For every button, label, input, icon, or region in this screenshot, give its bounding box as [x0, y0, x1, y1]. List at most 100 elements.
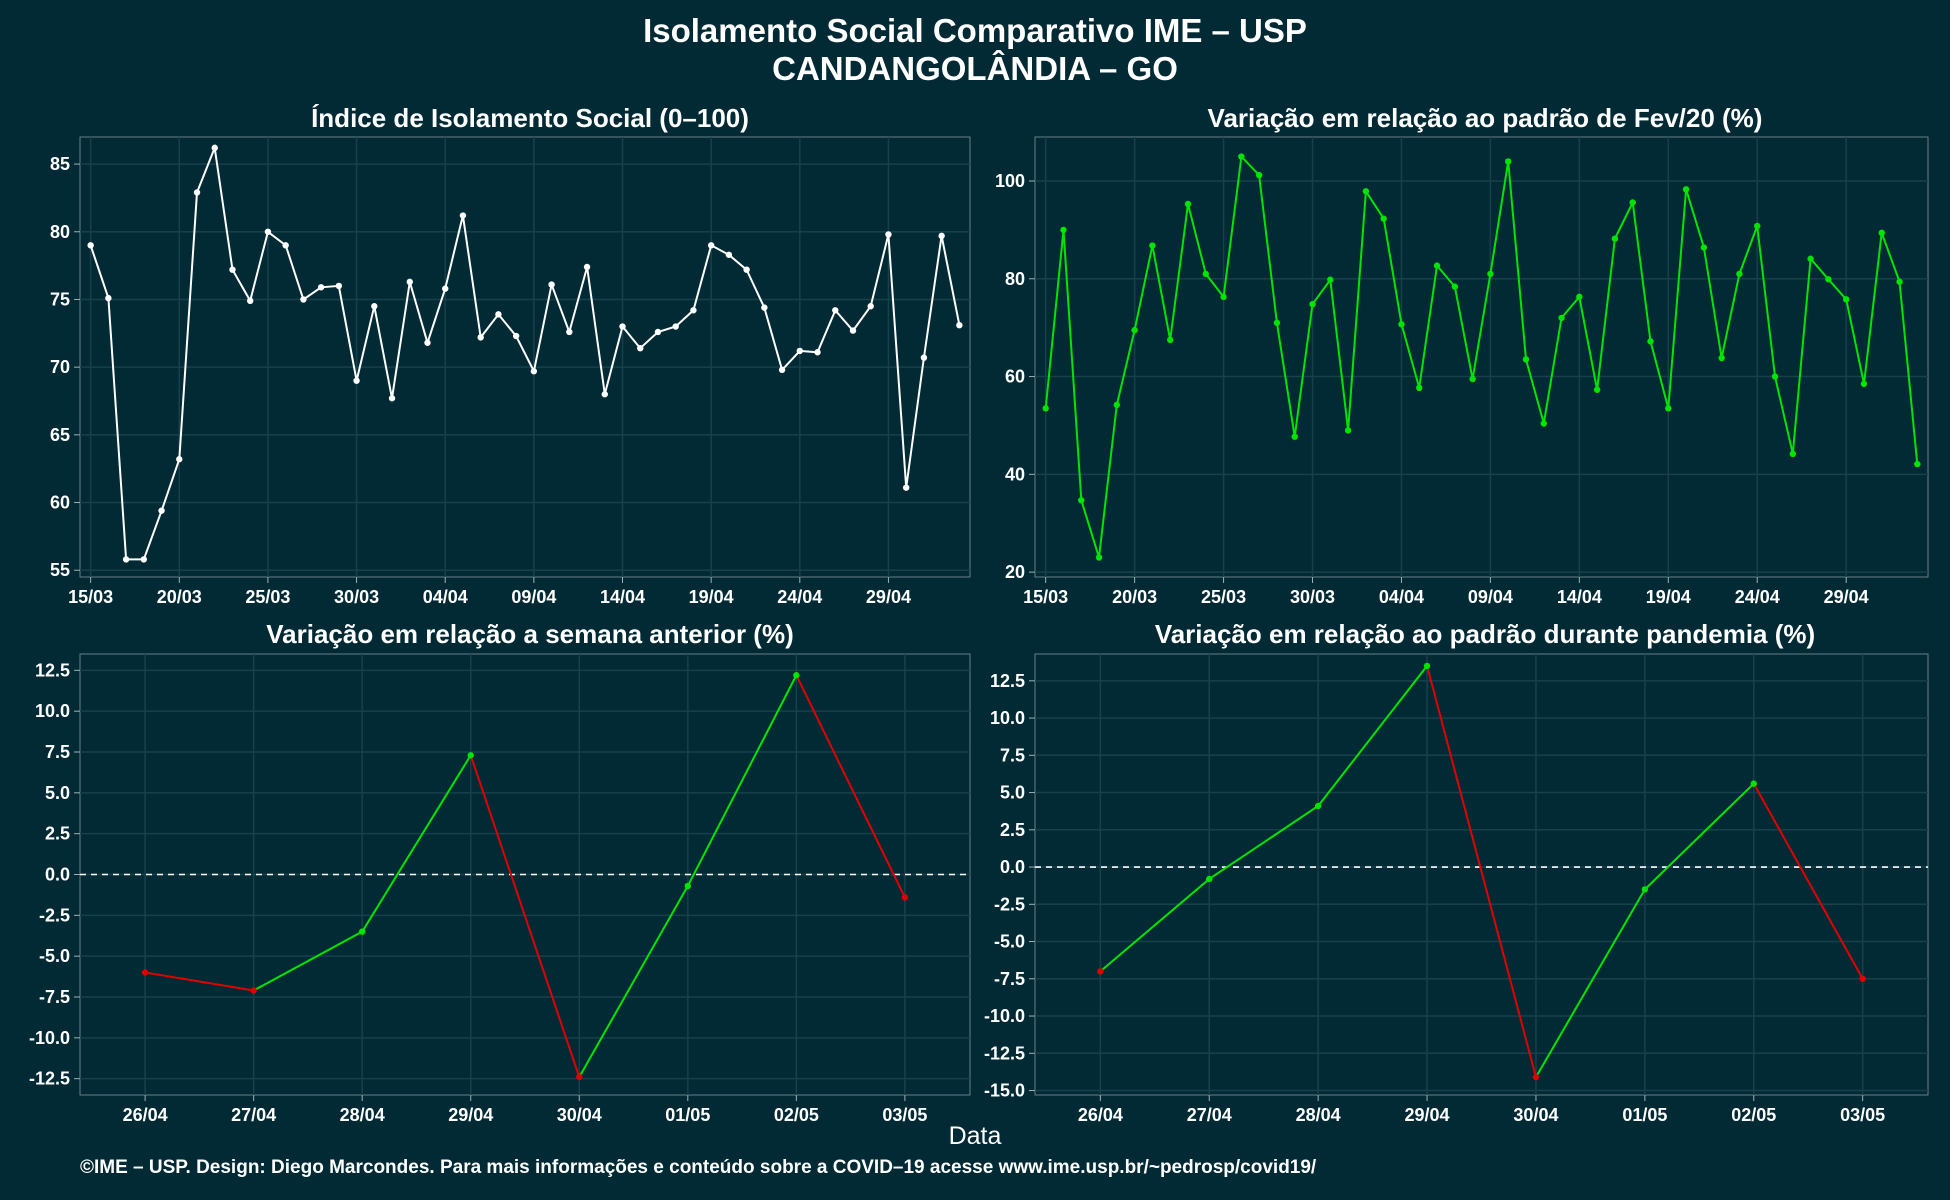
- data-point: [1423, 662, 1431, 670]
- y-tick-label: -5.0: [39, 946, 70, 966]
- data-point: [778, 366, 786, 374]
- data-point: [1273, 319, 1281, 326]
- x-tick-label: 29/04: [866, 587, 911, 607]
- data-point: [1576, 293, 1583, 301]
- x-tick-label: 01/05: [1622, 1105, 1667, 1125]
- data-point: [1736, 270, 1743, 278]
- series-segment: [578, 885, 689, 1078]
- data-point: [229, 266, 236, 273]
- plot-frame: [79, 136, 971, 578]
- data-point: [920, 354, 928, 361]
- data-point: [1593, 386, 1601, 393]
- y-tick-label: 7.5: [1000, 745, 1025, 765]
- y-tick-label: 5.0: [1000, 783, 1025, 803]
- data-point: [1825, 276, 1832, 283]
- data-point: [1398, 321, 1405, 328]
- data-point: [1532, 1073, 1540, 1081]
- main-title: Isolamento Social Comparativo IME – USP …: [0, 12, 1950, 88]
- y-tick-label: -15.0: [984, 1081, 1025, 1101]
- y-tick-label: 80: [1005, 269, 1025, 289]
- data-point: [495, 311, 502, 318]
- x-tick-label: 15/03: [1023, 587, 1068, 607]
- chart-2: 26/04 27/04 28/04 29/04 30/04 01/05 02/05 03/05…: [29, 653, 971, 1125]
- y-tick-label: 40: [1005, 464, 1025, 484]
- y-tick-label: -12.5: [29, 1069, 70, 1089]
- x-tick-label: 04/04: [423, 587, 468, 607]
- footer-credits: ©IME – USP. Design: Diego Marcondes. Par…: [80, 1157, 1317, 1178]
- data-point: [477, 334, 484, 341]
- data-point: [902, 484, 910, 491]
- data-point: [1700, 244, 1708, 251]
- data-point: [512, 332, 520, 340]
- x-tick-label: 30/04: [1513, 1105, 1558, 1125]
- main-title-line2: CANDANGOLÂNDIA – GO: [772, 50, 1178, 87]
- data-point: [141, 969, 149, 976]
- data-point: [849, 327, 857, 334]
- data-point: [1842, 296, 1850, 303]
- data-point: [122, 556, 130, 563]
- x-axis-label: Data: [948, 1122, 1002, 1150]
- x-tick-label: 27/04: [1187, 1105, 1232, 1125]
- series-segment: [686, 674, 798, 887]
- data-point: [601, 391, 608, 398]
- data-point: [1202, 270, 1209, 278]
- data-point: [371, 303, 378, 310]
- y-tick-label: 7.5: [45, 742, 70, 762]
- data-point: [796, 347, 804, 355]
- y-tick-label: 60: [1005, 367, 1025, 387]
- y-tick-label: 20: [1005, 562, 1025, 582]
- data-point: [1314, 802, 1322, 810]
- data-point: [576, 1073, 583, 1081]
- data-point: [406, 278, 413, 286]
- data-point: [282, 242, 289, 249]
- data-point: [1754, 222, 1761, 230]
- data-point: [619, 323, 626, 330]
- data-point: [250, 987, 257, 994]
- x-tick-label: 20/03: [1112, 587, 1157, 607]
- data-point: [1750, 780, 1757, 787]
- panel-title-isolation-index: Índice de Isolamento Social (0–100): [311, 103, 749, 133]
- data-point: [814, 349, 821, 356]
- data-point: [1060, 226, 1067, 234]
- data-point: [1807, 255, 1814, 262]
- y-tick-label: -10.0: [29, 1028, 70, 1048]
- data-point: [885, 231, 892, 238]
- data-point: [1166, 336, 1174, 344]
- data-point: [1641, 886, 1649, 893]
- y-tick-label: 65: [50, 425, 70, 445]
- data-point: [459, 212, 467, 219]
- data-point: [1113, 401, 1121, 409]
- data-point: [1522, 356, 1530, 363]
- series-segment: [1535, 888, 1646, 1078]
- data-point: [1718, 354, 1725, 362]
- plot-frame: [1034, 136, 1929, 578]
- y-tick-label: -5.0: [994, 932, 1025, 952]
- data-point: [684, 882, 692, 890]
- data-point: [1504, 158, 1512, 165]
- data-point: [1451, 283, 1459, 290]
- data-point: [743, 266, 750, 273]
- main-title-line1: Isolamento Social Comparativo IME – USP: [643, 12, 1307, 49]
- data-point: [1914, 460, 1921, 468]
- y-tick-label: 10.0: [35, 701, 70, 721]
- x-tick-label: 14/04: [1557, 587, 1602, 607]
- y-tick-label: 75: [50, 289, 70, 309]
- chart-1: 15/03 20/03 25/03 30/03 04/04 09/04 14/04 19/04…: [995, 136, 1929, 607]
- data-point: [335, 282, 343, 290]
- data-point: [193, 189, 201, 196]
- data-point: [1344, 427, 1352, 434]
- data-point: [1362, 188, 1370, 195]
- panel-title-previous-week: Variação em relação a semana anterior (%…: [266, 619, 794, 649]
- data-point: [1859, 975, 1866, 982]
- y-tick-label: 5.0: [45, 783, 70, 803]
- data-point: [1097, 968, 1104, 975]
- y-tick-label: 70: [50, 357, 70, 377]
- data-point: [1433, 262, 1441, 269]
- x-tick-label: 25/03: [245, 587, 290, 607]
- data-point: [1309, 301, 1316, 308]
- data-point: [1042, 405, 1049, 412]
- data-point: [1206, 875, 1213, 883]
- data-point: [442, 285, 449, 292]
- y-tick-label: -12.5: [984, 1043, 1025, 1063]
- x-tick-label: 30/03: [1290, 587, 1335, 607]
